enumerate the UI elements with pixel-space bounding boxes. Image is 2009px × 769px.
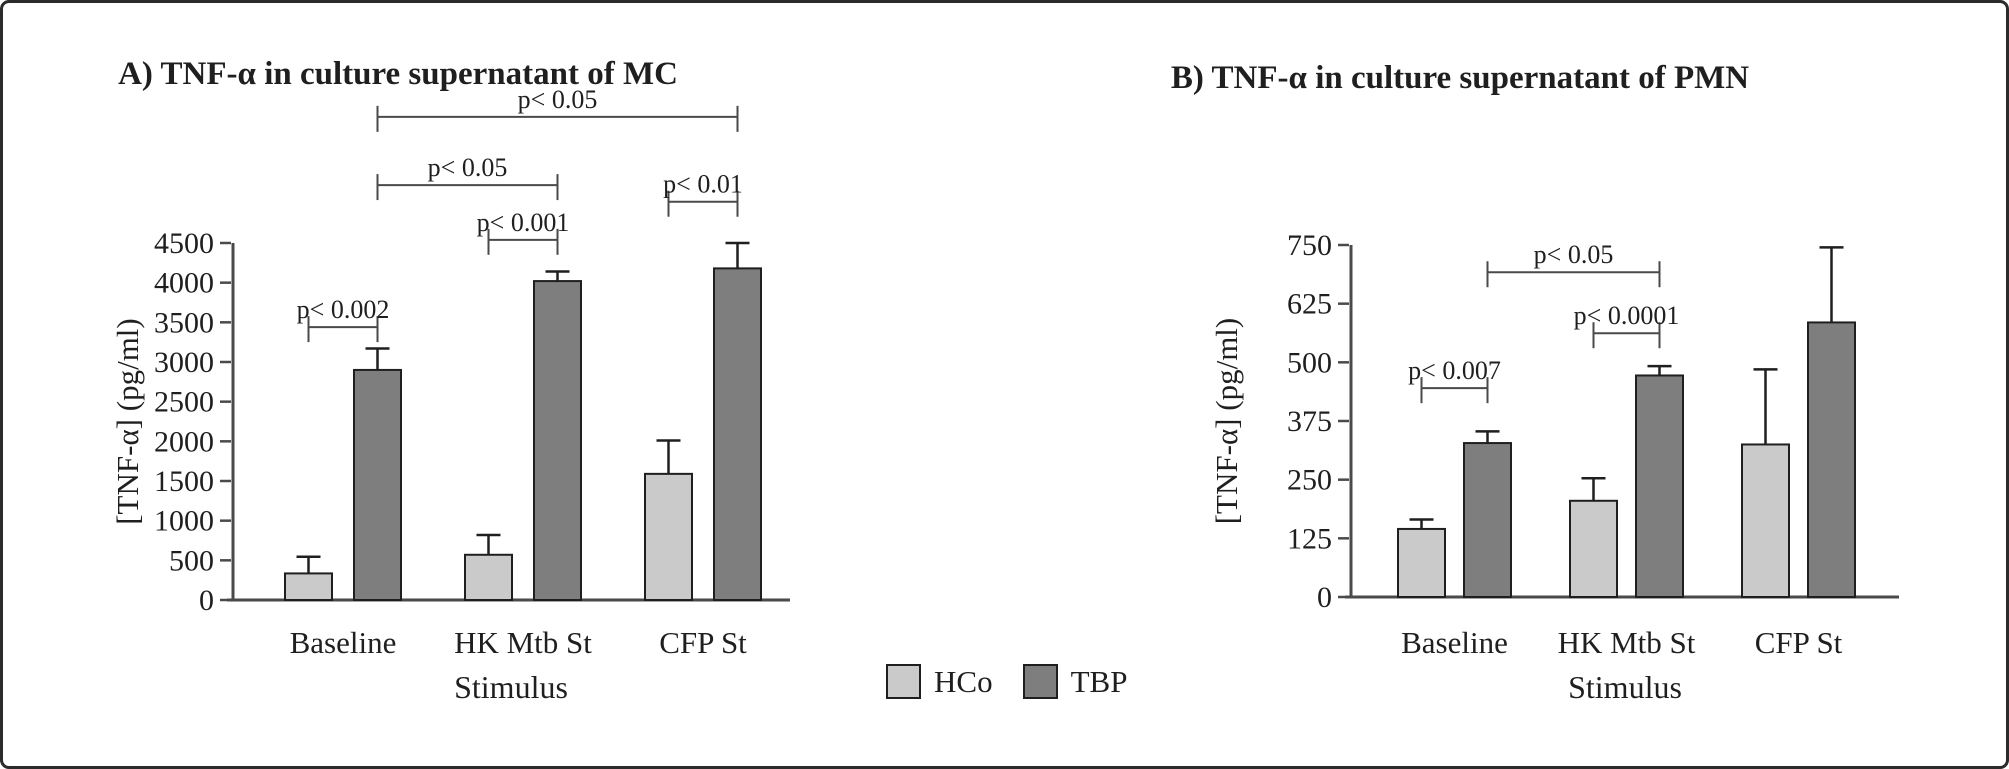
significance-label-B: p< 0.0001 — [1574, 301, 1680, 330]
bar-B-Baseline-TBP — [1463, 442, 1512, 598]
hco-swatch-icon — [886, 664, 921, 699]
bar-B-CFP-St-HCo — [1741, 443, 1790, 599]
y-tick-label-B: 750 — [1287, 229, 1332, 262]
y-tick-label-A: 0 — [199, 584, 214, 617]
x-category-label-A: Baseline — [290, 625, 397, 660]
significance-label-A: p< 0.05 — [518, 85, 598, 114]
y-tick-label-B: 250 — [1287, 464, 1332, 497]
bar-A-Baseline-HCo — [284, 572, 333, 602]
y-tick-label-A: 2500 — [154, 386, 214, 419]
bar-B-HK-Mtb-St-TBP — [1635, 374, 1684, 598]
bar-A-Baseline-TBP — [353, 368, 402, 601]
y-tick-label-B: 375 — [1287, 405, 1332, 438]
tbp-swatch-icon — [1022, 664, 1058, 699]
y-tick-label-B: 125 — [1287, 522, 1332, 555]
bar-A-CFP-St-TBP — [713, 267, 762, 601]
y-tick-label-A: 4500 — [154, 227, 214, 260]
x-axis-label-B: Stimulus — [1568, 669, 1682, 705]
y-axis-label-B: [TNF-α] (pg/ml) — [1209, 318, 1244, 525]
legend-label-tbp: TBP — [1070, 664, 1128, 699]
bar-B-CFP-St-TBP — [1807, 321, 1856, 598]
y-tick-label-A: 1500 — [154, 465, 214, 498]
significance-label-B: p< 0.007 — [1408, 356, 1501, 385]
bar-A-CFP-St-HCo — [644, 472, 693, 601]
y-tick-label-B: 625 — [1287, 288, 1332, 321]
y-tick-label-A: 500 — [169, 544, 214, 577]
y-tick-label-A: 3000 — [154, 346, 214, 379]
x-category-label-B: CFP St — [1755, 625, 1843, 660]
significance-label-B: p< 0.05 — [1534, 240, 1614, 269]
legend-item-hco: HCo — [886, 664, 993, 699]
x-category-label-A: HK Mtb St — [454, 625, 592, 660]
x-category-label-B: Baseline — [1401, 625, 1508, 660]
significance-label-A: p< 0.002 — [297, 295, 390, 324]
bar-A-HK-Mtb-St-HCo — [464, 553, 513, 602]
bar-B-Baseline-HCo — [1397, 527, 1446, 598]
legend-item-tbp: TBP — [1022, 664, 1128, 699]
significance-label-A: p< 0.001 — [477, 208, 570, 237]
chart-title-B: B) TNF-α in culture supernatant of PMN — [1171, 60, 1749, 96]
bar-A-HK-Mtb-St-TBP — [533, 280, 582, 601]
x-axis-label-A: Stimulus — [454, 669, 568, 705]
significance-label-A: p< 0.01 — [663, 170, 743, 199]
y-tick-label-B: 0 — [1317, 581, 1332, 614]
chart-title-A: A) TNF-α in culture supernatant of MC — [118, 56, 678, 92]
y-axis-label-A: [TNF-α] (pg/ml) — [110, 318, 145, 525]
x-category-label-B: HK Mtb St — [1558, 625, 1696, 660]
y-tick-label-A: 4000 — [154, 267, 214, 300]
legend-label-hco: HCo — [934, 664, 993, 699]
significance-label-A: p< 0.05 — [428, 153, 508, 182]
bar-B-HK-Mtb-St-HCo — [1569, 499, 1618, 598]
y-tick-label-A: 2000 — [154, 425, 214, 458]
legend: HCo TBP — [886, 664, 1127, 699]
y-tick-label-A: 3500 — [154, 306, 214, 339]
y-tick-label-A: 1000 — [154, 505, 214, 538]
y-tick-label-B: 500 — [1287, 346, 1332, 379]
x-category-label-A: CFP St — [659, 625, 747, 660]
